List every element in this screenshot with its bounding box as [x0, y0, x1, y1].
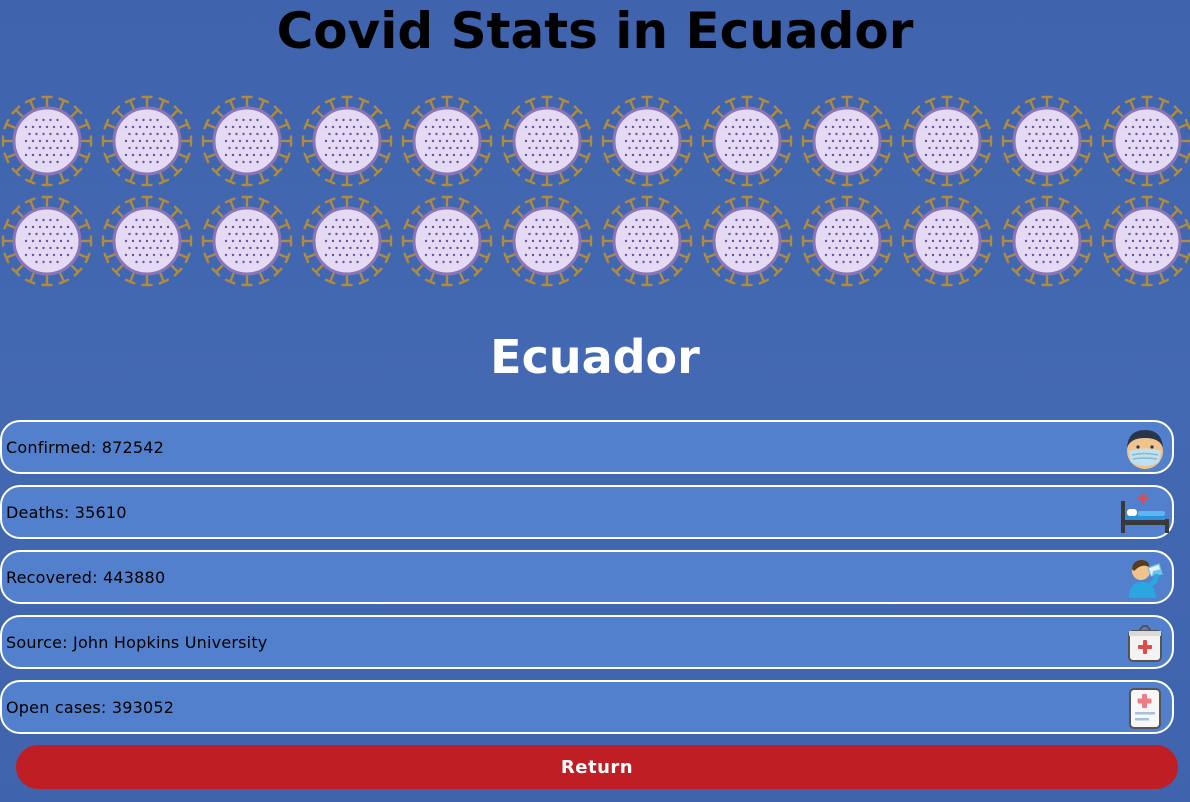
virus-icon — [200, 92, 300, 192]
virus-icon — [1100, 92, 1190, 192]
virus-icon — [400, 192, 500, 292]
virus-icon — [1100, 192, 1190, 292]
masked-face-icon — [1120, 424, 1170, 472]
page-title: Covid Stats in Ecuador — [276, 2, 914, 60]
virus-icon — [400, 92, 500, 192]
stat-text: Recovered: 443880 — [6, 567, 166, 587]
virus-icon — [1000, 192, 1100, 292]
virus-icon — [900, 192, 1000, 292]
virus-icon — [0, 92, 100, 192]
virus-decoration — [0, 92, 1190, 292]
virus-icon — [300, 92, 400, 192]
stat-row-open-cases: Open cases: 393052 — [0, 680, 1174, 734]
virus-icon — [100, 92, 200, 192]
virus-icon — [700, 92, 800, 192]
return-button[interactable]: Return — [16, 745, 1178, 789]
medical-chart-icon — [1120, 684, 1170, 732]
stat-row-source: Source: John Hopkins University — [0, 615, 1174, 669]
virus-icon — [0, 192, 100, 292]
virus-icon — [100, 192, 200, 292]
country-title: Ecuador — [490, 330, 700, 384]
virus-icon — [600, 192, 700, 292]
stat-text: Source: John Hopkins University — [6, 632, 268, 652]
virus-icon — [800, 192, 900, 292]
stat-text: Open cases: 393052 — [6, 697, 175, 717]
stat-row-deaths: Deaths: 35610 — [0, 485, 1174, 539]
virus-icon — [800, 92, 900, 192]
medical-kit-icon — [1120, 619, 1170, 667]
stat-row-recovered: Recovered: 443880 — [0, 550, 1174, 604]
hospital-bed-icon — [1120, 489, 1170, 537]
person-drinking-icon — [1120, 554, 1170, 602]
virus-icon — [500, 192, 600, 292]
virus-icon — [200, 192, 300, 292]
virus-icon — [900, 92, 1000, 192]
virus-icon — [1000, 92, 1100, 192]
virus-icon — [600, 92, 700, 192]
stat-text: Deaths: 35610 — [6, 502, 127, 522]
stat-row-confirmed: Confirmed: 872542 — [0, 420, 1174, 474]
virus-icon — [500, 92, 600, 192]
virus-row — [0, 92, 1190, 192]
stat-text: Confirmed: 872542 — [6, 437, 165, 457]
virus-icon — [300, 192, 400, 292]
virus-icon — [700, 192, 800, 292]
virus-row — [0, 192, 1190, 292]
